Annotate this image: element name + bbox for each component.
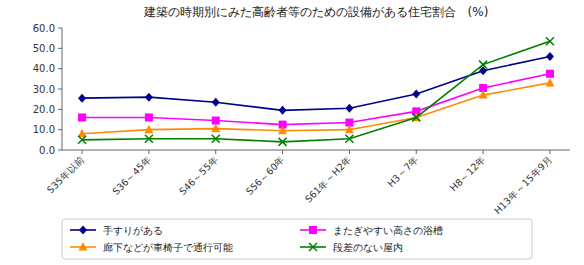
title: 建築の時期別にみた高齢者等のための設備がある住宅割合 (%) bbox=[143, 5, 489, 19]
series bbox=[78, 78, 555, 137]
legend-marker bbox=[79, 242, 88, 251]
x-axis: S35年以前 S36～45年 S46～55年 S56～60年 S61年～H2年 H3～7年… bbox=[45, 150, 570, 216]
legend: 手すりがある またぎやすい高さの浴槽廊下などが車椅子で通行可能 段差のない屋内 bbox=[62, 219, 532, 259]
y-tick-label: 20.0 bbox=[33, 104, 55, 115]
point bbox=[345, 135, 353, 143]
point bbox=[412, 90, 420, 99]
x-tick bbox=[82, 150, 83, 154]
y-tick-label: 10.0 bbox=[33, 124, 55, 135]
point bbox=[212, 135, 220, 143]
x-tick-label: S61年～H2年 bbox=[303, 154, 354, 205]
y-tick bbox=[58, 68, 62, 69]
x-tick-label: S56～60年 bbox=[244, 154, 287, 197]
series-line bbox=[82, 41, 550, 142]
series-line bbox=[82, 74, 550, 125]
plot-area bbox=[78, 37, 555, 146]
y-tick-label: 30.0 bbox=[33, 84, 55, 95]
legend-marker bbox=[309, 243, 317, 251]
point bbox=[545, 78, 554, 87]
point bbox=[278, 126, 287, 135]
y-tick-label: 40.0 bbox=[33, 63, 55, 74]
point bbox=[279, 106, 287, 115]
x-tick-label: S35年以前 bbox=[45, 154, 87, 196]
point bbox=[345, 125, 354, 134]
point bbox=[546, 52, 554, 61]
x-tick-label: S36～45年 bbox=[110, 154, 153, 197]
series bbox=[78, 52, 554, 115]
point bbox=[212, 117, 220, 125]
y-tick-label: 0.0 bbox=[39, 145, 55, 156]
point bbox=[546, 70, 554, 78]
legend-label: 廊下などが車椅子で通行可能 bbox=[103, 242, 233, 253]
x-tick bbox=[349, 150, 350, 154]
point bbox=[145, 93, 153, 102]
x-tick bbox=[483, 150, 484, 154]
point bbox=[78, 94, 86, 103]
y-tick bbox=[58, 150, 62, 151]
y-tick-label: 50.0 bbox=[33, 43, 55, 54]
point bbox=[145, 135, 153, 143]
series bbox=[78, 70, 554, 129]
x-tick-label: H13年～15年9月 bbox=[492, 154, 554, 216]
legend-frame bbox=[62, 219, 532, 259]
x-axis-line bbox=[62, 150, 570, 151]
point bbox=[145, 113, 153, 121]
y-tick bbox=[58, 129, 62, 130]
y-tick bbox=[58, 48, 62, 49]
y-tick bbox=[58, 28, 62, 29]
point bbox=[212, 98, 220, 107]
y-tick bbox=[58, 109, 62, 110]
legend-label: またぎやすい高さの浴槽 bbox=[333, 225, 443, 236]
series-line bbox=[82, 83, 550, 134]
point bbox=[412, 112, 421, 121]
point bbox=[211, 124, 220, 132]
series bbox=[78, 37, 554, 146]
y-axis: 0.0 10.0 20.0 30.0 40.0 50.0 60.0 bbox=[33, 23, 62, 156]
x-tick-label: S46～55年 bbox=[177, 154, 220, 197]
x-tick bbox=[282, 150, 283, 154]
x-tick bbox=[148, 150, 149, 154]
legend-label: 段差のない屋内 bbox=[333, 242, 403, 253]
x-tick bbox=[215, 150, 216, 154]
y-tick-label: 60.0 bbox=[33, 23, 55, 34]
point bbox=[144, 125, 153, 134]
x-tick bbox=[416, 150, 417, 154]
point bbox=[479, 90, 488, 99]
point bbox=[279, 138, 287, 146]
x-tick bbox=[549, 150, 550, 154]
x-tick-label: H8～12年 bbox=[448, 154, 488, 194]
point bbox=[78, 113, 86, 121]
y-tick bbox=[58, 89, 62, 90]
series-line bbox=[82, 56, 550, 110]
chart: 建築の時期別にみた高齢者等のための設備がある住宅割合 (%) 0.0 10.0 20.… bbox=[0, 0, 584, 265]
point bbox=[345, 104, 353, 113]
point bbox=[479, 61, 487, 69]
legend-label: 手すりがある bbox=[103, 225, 163, 236]
point bbox=[546, 37, 554, 45]
point bbox=[412, 113, 420, 121]
legend-marker bbox=[79, 226, 87, 235]
legend-marker bbox=[309, 226, 317, 234]
point bbox=[78, 136, 86, 144]
x-tick-label: H3～7年 bbox=[385, 154, 421, 190]
